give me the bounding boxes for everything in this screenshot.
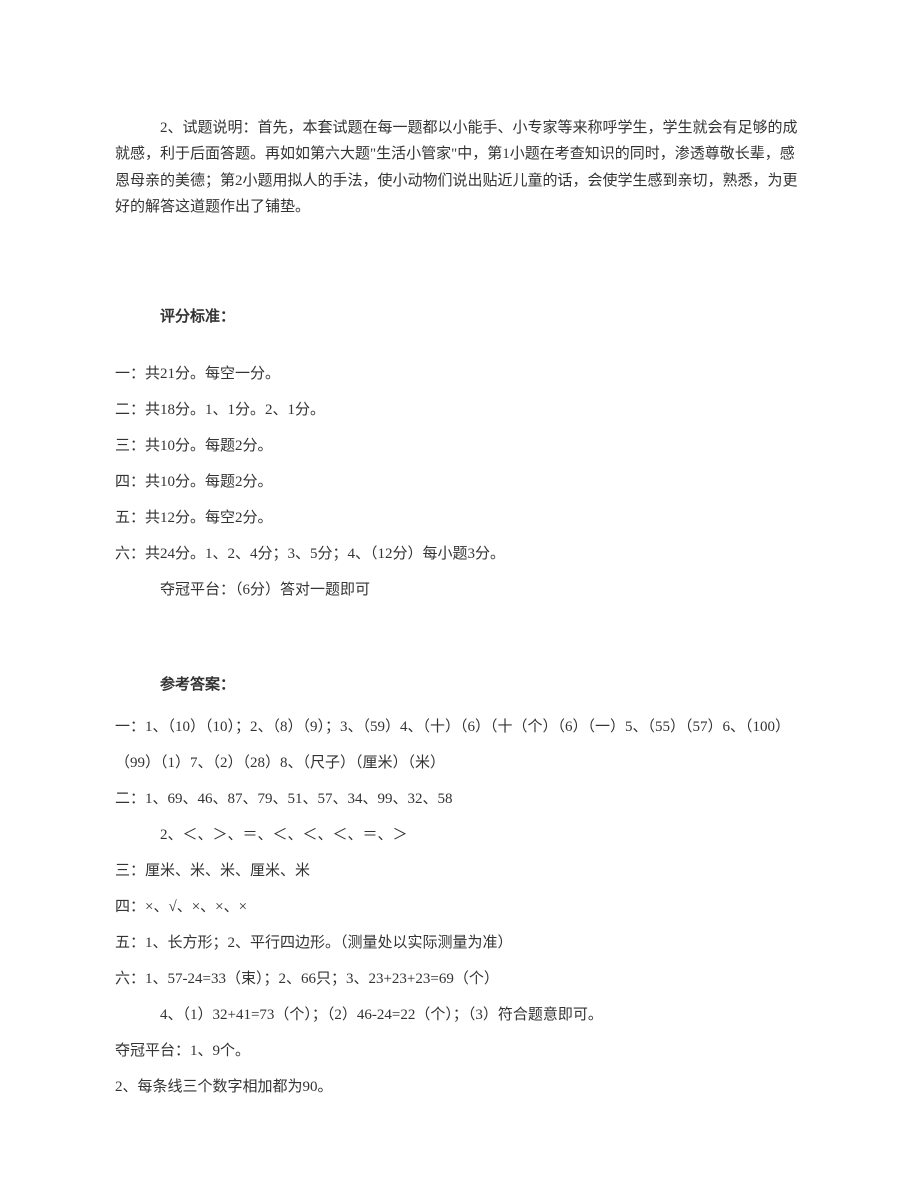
answer-line: 四：×、√、×、×、× — [115, 889, 805, 925]
scoring-title: 评分标准： — [115, 305, 805, 326]
answer-line: 一：1、（10）（10）；2、（8）（9）；3、（59）4、（十）（6）（十（个… — [115, 709, 805, 781]
scoring-line-indented: 夺冠平台：（6分）答对一题即可 — [115, 572, 805, 608]
scoring-line: 四：共10分。每题2分。 — [115, 464, 805, 500]
scoring-line: 二：共18分。1、1分。2、1分。 — [115, 392, 805, 428]
scoring-line: 五：共12分。每空2分。 — [115, 500, 805, 536]
answer-line: 2、每条线三个数字相加都为90。 — [115, 1069, 805, 1105]
answer-line: 夺冠平台：1、9个。 — [115, 1033, 805, 1069]
answer-line: 三：厘米、米、米、厘米、米 — [115, 853, 805, 889]
answers-title: 参考答案： — [115, 673, 805, 694]
scoring-line: 一：共21分。每空一分。 — [115, 356, 805, 392]
answer-line: 六：1、57-24=33（束）；2、66只；3、23+23+23=69（个） — [115, 961, 805, 997]
answer-line: 二：1、69、46、87、79、51、57、34、99、32、58 — [115, 781, 805, 817]
answer-line: 五：1、长方形；2、平行四边形。（测量处以实际测量为准） — [115, 925, 805, 961]
answer-line-indented: 2、＜、＞、＝、＜、＜、＜、＝、＞ — [115, 817, 805, 853]
intro-paragraph: 2、试题说明：首先，本套试题在每一题都以小能手、小专家等来称呼学生，学生就会有足… — [115, 115, 805, 220]
scoring-line: 六：共24分。1、2、4分；3、5分；4、（12分）每小题3分。 — [115, 536, 805, 572]
answer-line-indented: 4、（1）32+41=73（个）；（2）46-24=22（个）；（3）符合题意即… — [115, 997, 805, 1033]
scoring-line: 三：共10分。每题2分。 — [115, 428, 805, 464]
